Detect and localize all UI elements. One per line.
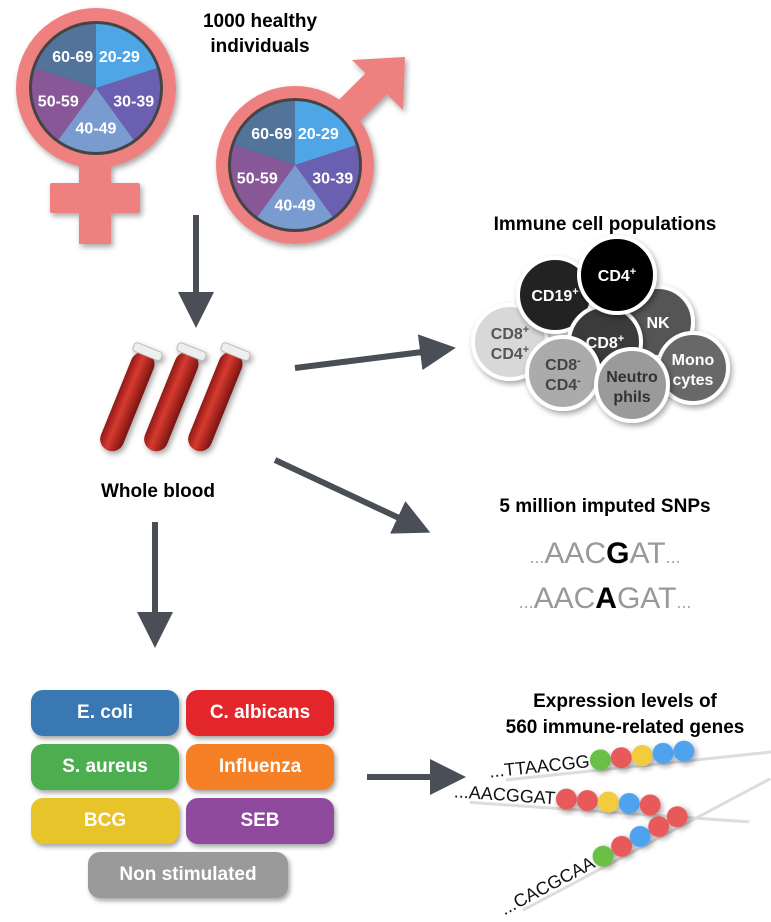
svg-text:phils: phils [613, 389, 650, 406]
expression-dot [666, 806, 688, 828]
male-age-label: 50-59 [237, 170, 278, 187]
snp-sequences: ...AACGAT... ...AACAGAT... [519, 537, 692, 615]
female-age-label: 30-39 [113, 93, 154, 110]
svg-text:cytes: cytes [673, 372, 714, 389]
blood-tubes-icon [100, 342, 251, 452]
female-age-label: 40-49 [76, 121, 117, 138]
stimulus-c-albicans: C. albicans [186, 690, 334, 736]
male-age-label: 60-69 [251, 126, 292, 143]
female-age-label: 20-29 [99, 49, 140, 66]
expression-dot [639, 794, 661, 816]
expression-dot [576, 790, 598, 812]
stimulus-e-coli: E. coli [31, 690, 179, 736]
arrow-to-cells [294, 334, 456, 371]
whole-blood-label: Whole blood [101, 481, 215, 502]
stimulus-label: SEB [240, 810, 280, 831]
expression-dot [610, 747, 632, 769]
expression-dot [611, 835, 633, 857]
male-slice-30-39 [295, 145, 359, 217]
stimulus-label: BCG [83, 810, 127, 831]
svg-text:Neutro: Neutro [606, 369, 658, 386]
svg-text:CD4+: CD4+ [598, 266, 636, 285]
stimulus-influenza: Influenza [186, 744, 334, 790]
immune-title: Immune cell populations [494, 214, 717, 235]
stimulus-label: C. albicans [209, 702, 311, 723]
stimulus-label: Non stimulated [119, 864, 257, 885]
stimulus-label: Influenza [218, 756, 302, 777]
expression-title-line1: Expression levels of [533, 691, 717, 712]
cell-monocytes: Mono cytes [656, 331, 730, 405]
female-age-label: 60-69 [52, 49, 93, 66]
svg-text:Mono: Mono [672, 352, 715, 369]
stimulus-label: S. aureus [62, 756, 148, 777]
arrow-to-snps [273, 457, 431, 534]
expression-row: ...AACGGAT [453, 781, 750, 824]
snp-sequence-2: ...AACAGAT... [519, 582, 692, 615]
expression-dot [618, 792, 640, 814]
expression-dot [592, 845, 614, 867]
cohort-title-line1: 1000 healthy [203, 11, 317, 32]
cell-cd8-cd4-: CD8-CD4- [525, 335, 601, 411]
male-slice-50-59 [231, 145, 295, 217]
female-slice-50-59 [32, 68, 96, 140]
male-age-label: 20-29 [298, 126, 339, 143]
stimulus-non-stimulated: Non stimulated [88, 852, 288, 898]
expression-rows: ...TTAACGG...AACGGAT ...CACGCAA [453, 740, 771, 919]
expression-dot [631, 745, 653, 767]
svg-text:CD8-: CD8- [545, 355, 581, 374]
cell-cd4-: CD4+ [577, 235, 657, 315]
snp-sequence-1: ...AACGAT... [529, 537, 680, 570]
immune-cell-cluster: CD8+CD4+CD19+NKCD8+CD4+CD8-CD4-Monocytes… [471, 235, 730, 423]
stimulus-bcg: BCG [31, 798, 179, 844]
male-slice-60-69 [234, 101, 295, 165]
expression-dot [597, 791, 619, 813]
gene-sequence: ...AACGGAT [453, 781, 556, 808]
expression-row: ...TTAACGG [488, 740, 771, 782]
male-age-label: 30-39 [312, 170, 353, 187]
male-age-pie: 20-29 30-39 40-49 50-59 60-69 [228, 98, 362, 232]
male-slice-20-29 [295, 101, 356, 165]
expression-dot [673, 740, 695, 762]
female-slice-30-39 [96, 68, 161, 140]
female-slice-20-29 [96, 24, 157, 88]
cohort-title-line2: individuals [210, 36, 309, 57]
expression-dot [555, 788, 577, 810]
stimulus-s-aureus: S. aureus [31, 744, 179, 790]
expression-dot [629, 826, 651, 848]
svg-text:CD8+: CD8+ [491, 324, 529, 343]
male-slice-40-49 [257, 165, 333, 229]
svg-text:CD4-: CD4- [545, 375, 581, 394]
expression-dot [652, 742, 674, 764]
svg-text:CD4+: CD4+ [491, 344, 529, 363]
svg-text:CD19+: CD19+ [531, 286, 578, 305]
stimulus-label: E. coli [77, 702, 133, 723]
cell-neutrophils: Neutro phils [594, 347, 670, 423]
female-age-pie: 20-29 30-39 40-49 50-59 60-69 [29, 21, 163, 155]
expression-title-line2: 560 immune-related genes [506, 717, 745, 738]
snps-title: 5 million imputed SNPs [499, 496, 710, 517]
female-age-label: 50-59 [38, 93, 79, 110]
expression-dot [589, 749, 611, 771]
stimulus-seb: SEB [186, 798, 334, 844]
expression-dot [648, 816, 670, 838]
svg-text:NK: NK [646, 315, 670, 332]
expression-row: ...CACGCAA [497, 777, 771, 919]
male-age-label: 40-49 [275, 198, 316, 215]
gene-sequence: ...CACGCAA [497, 853, 598, 919]
svg-text:CD8+: CD8+ [586, 333, 624, 352]
female-slice-40-49 [58, 88, 134, 152]
female-slice-60-69 [35, 24, 96, 88]
